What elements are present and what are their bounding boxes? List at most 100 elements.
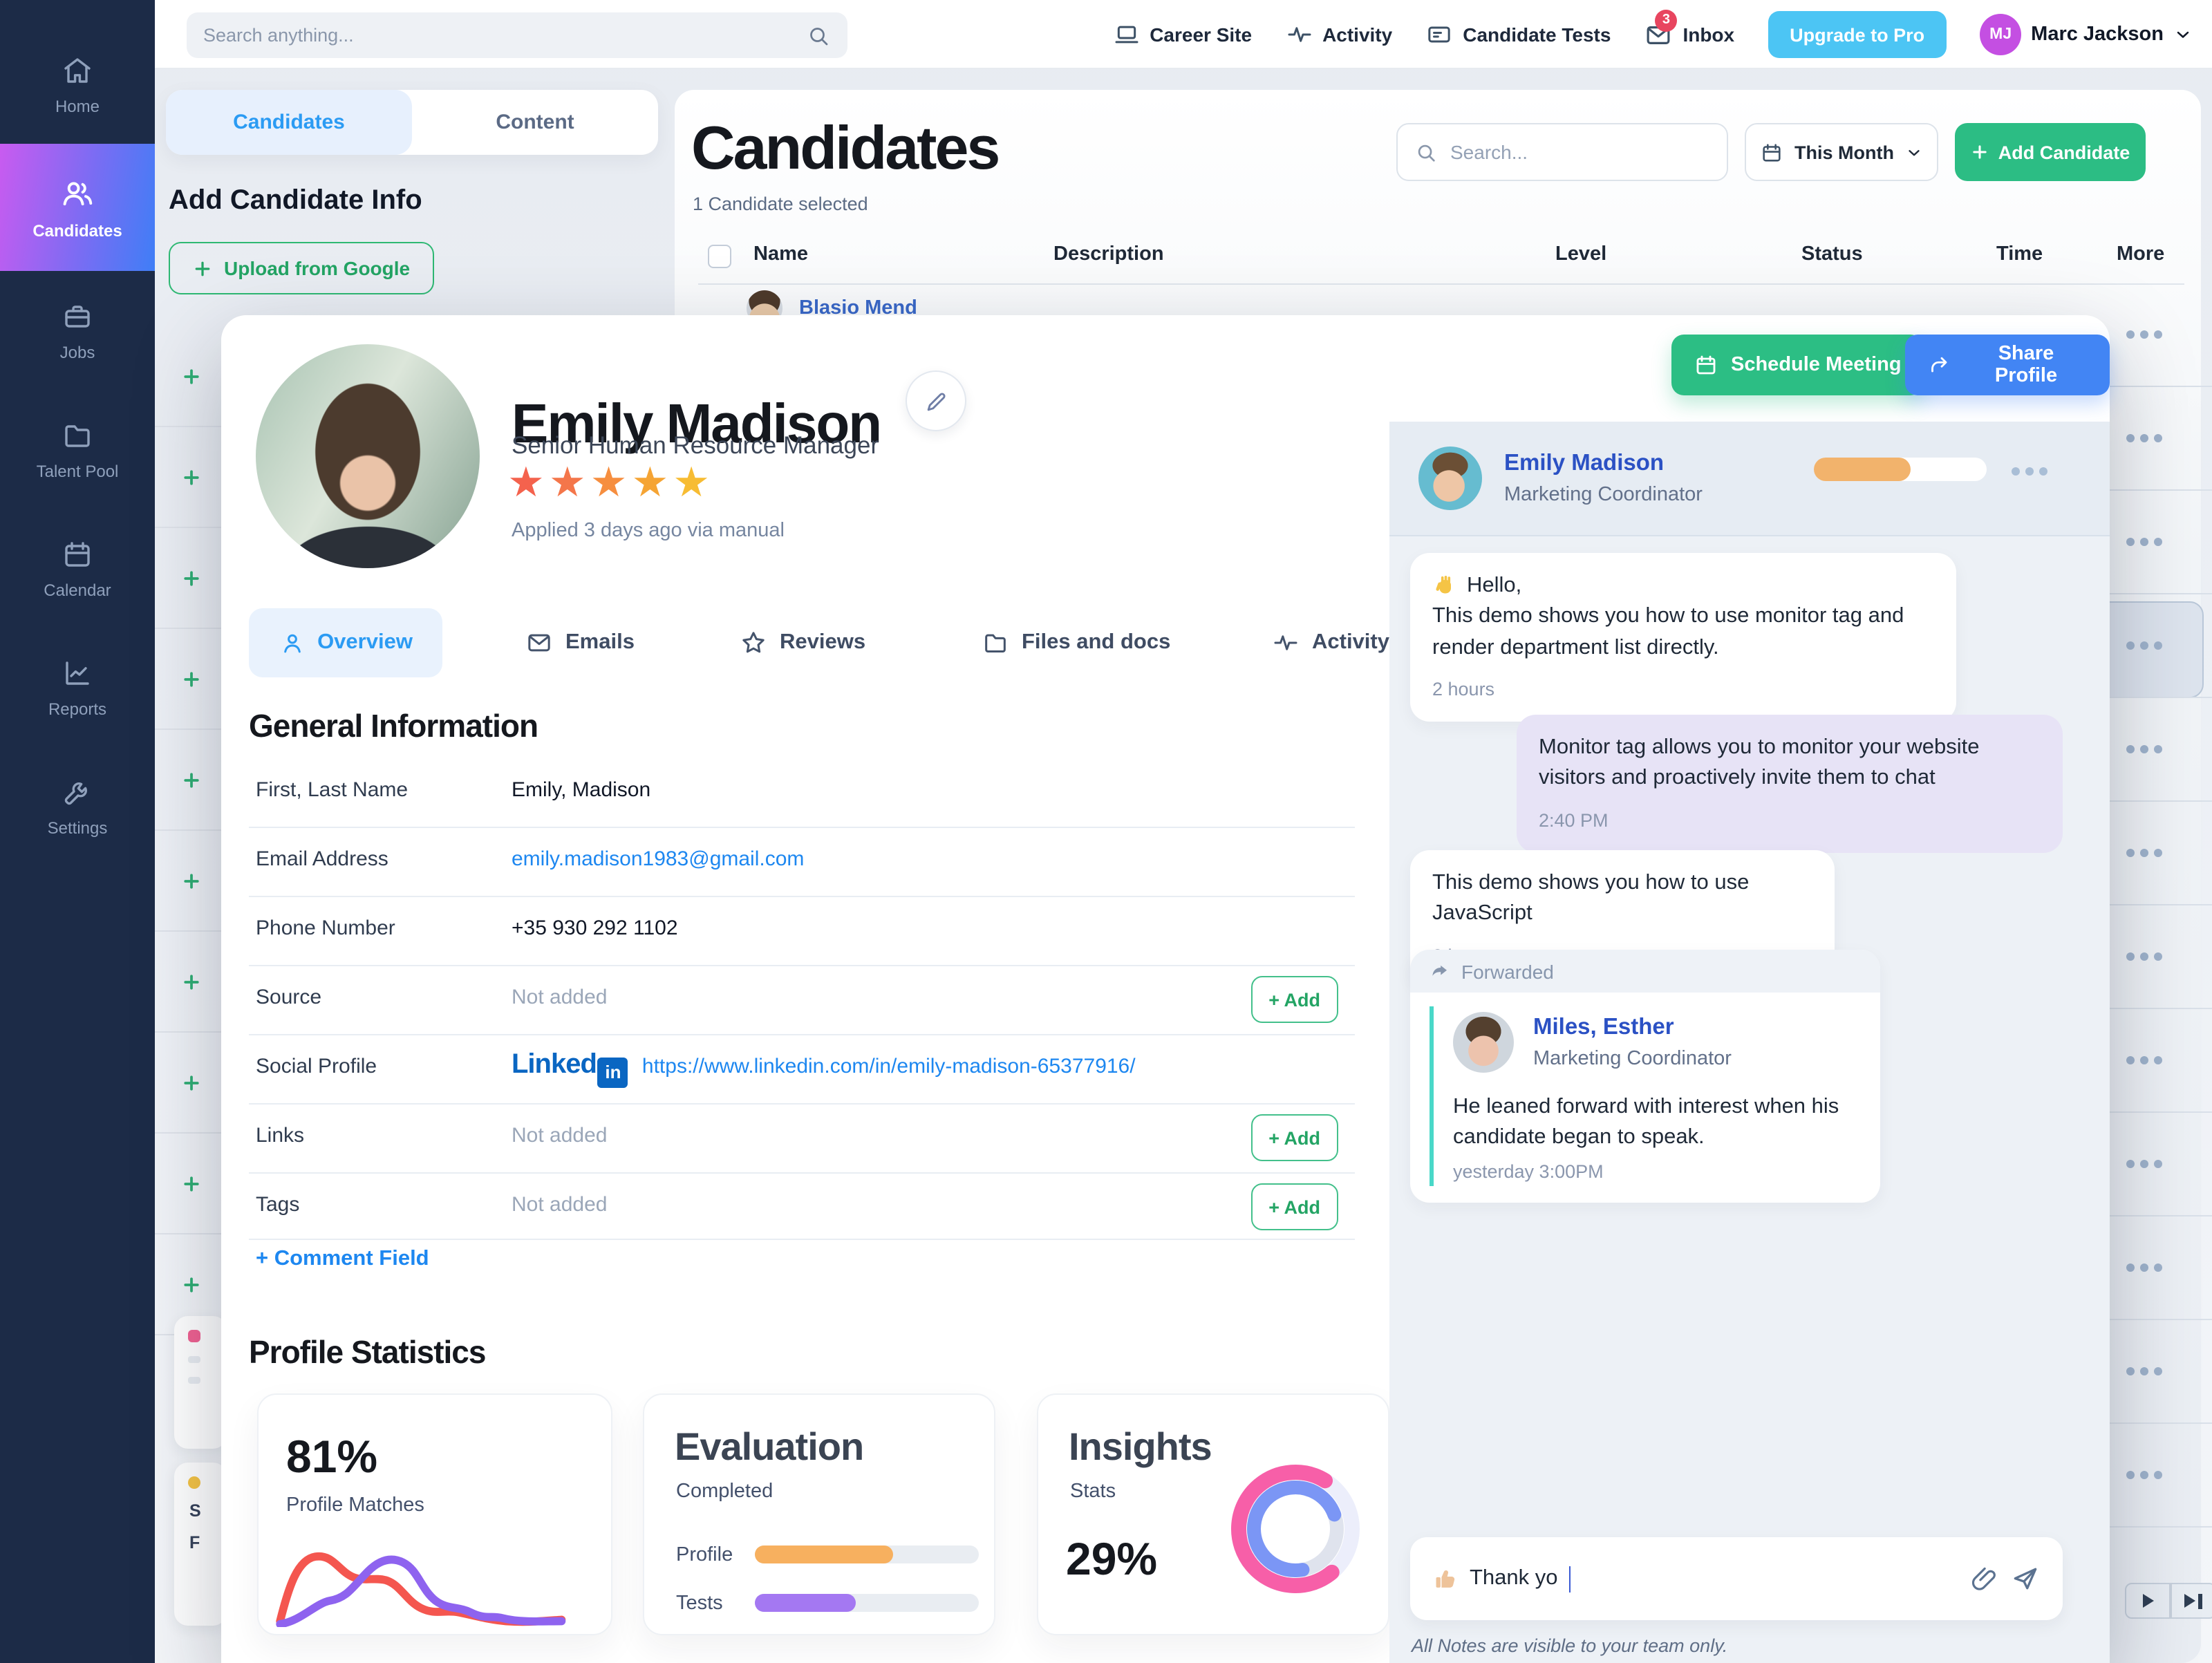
chevron-down-icon [2173,25,2193,44]
row-more-button[interactable] [2110,1113,2212,1216]
chat-note-input[interactable]: Thank yo [1410,1537,2063,1620]
add-links-button[interactable]: + Add [1250,1114,1338,1161]
message-text: This demo shows you how to use monitor t… [1432,604,1904,659]
insights-title: Insights [1069,1425,1212,1468]
chat-contact-name[interactable]: Emily Madison [1504,451,1665,476]
sidebar-item-label: Calendar [44,580,111,599]
add-row-button[interactable] [155,629,227,730]
row-more-button[interactable] [2110,283,2212,387]
sidebar-item-reports[interactable]: Reports [0,628,155,746]
add-row-button[interactable] [155,528,227,629]
candidates-search-input[interactable]: Search... [1396,123,1728,181]
calendar-icon [61,537,94,570]
add-row-button[interactable] [155,326,227,427]
add-source-button[interactable]: + Add [1250,976,1338,1023]
sidebar-item-home[interactable]: Home [0,25,155,144]
message-text: This demo shows you how to use JavaScrip… [1432,871,1750,926]
forwarded-sender-name[interactable]: Miles, Esther [1533,1015,1674,1040]
nav-career-site[interactable]: Career Site [1112,21,1252,48]
upgrade-to-pro-button[interactable]: Upgrade to Pro [1768,11,1947,58]
star-icon: ★ [507,460,549,506]
profile-matches-card: 81% Profile Matches [257,1393,612,1635]
topbar: Search anything... Career Site Activity … [155,0,2212,69]
tab-emails[interactable]: Emails [525,608,635,677]
field-first-last-name: First, Last Name Emily, Madison [249,758,1355,827]
nav-candidate-tests[interactable]: Candidate Tests [1425,21,1611,48]
column-header-level[interactable]: Level [1555,243,1607,265]
row-more-button[interactable] [2110,594,2212,698]
sidebar-item-calendar[interactable]: Calendar [0,509,155,628]
plus-icon [184,1075,199,1090]
folder-icon [61,418,94,451]
sidebar-item-talent-pool[interactable]: Talent Pool [0,390,155,509]
add-row-button[interactable] [155,1033,227,1134]
user-menu[interactable]: MJ Marc Jackson [1980,14,2193,55]
tab-activity[interactable]: Activity [1272,608,1389,677]
row-more-button[interactable] [2110,1216,2212,1320]
share-profile-button[interactable]: Share Profile [1905,335,2110,395]
ellipsis-icon [2126,434,2162,442]
linkedin-url-link[interactable]: https://www.linkedin.com/in/emily-madiso… [641,1055,1136,1078]
divider [249,896,1355,897]
sidebar-item-candidates[interactable]: Candidates [0,144,155,271]
column-header-time[interactable]: Time [1996,243,2043,265]
upload-from-google-button[interactable]: Upload from Google [169,242,434,294]
chat-more-icon[interactable] [2012,467,2047,476]
tab-content[interactable]: Content [496,111,574,134]
field-label: Links [256,1124,305,1147]
tab-overview[interactable]: Overview [249,608,442,677]
add-row-button[interactable] [155,427,227,528]
column-header-more[interactable]: More [2117,243,2165,265]
column-header-description[interactable]: Description [1053,243,1164,265]
add-comment-field-link[interactable]: + Comment Field [256,1247,429,1270]
divider [249,1103,1355,1105]
select-all-checkbox[interactable] [708,245,731,268]
pulse-icon [1285,21,1313,48]
add-row-button[interactable] [155,730,227,831]
ellipsis-icon [2126,330,2162,339]
nav-label: Career Site [1150,24,1253,46]
row-more-button[interactable] [2110,802,2212,905]
last-bar [2198,1593,2202,1608]
row-more-button[interactable] [2110,1320,2212,1424]
tab-reviews[interactable]: Reviews [740,608,865,677]
month-filter-dropdown[interactable]: This Month [1745,123,1938,181]
next-page-button[interactable] [2125,1583,2171,1619]
email-link[interactable]: emily.madison1983@gmail.com [512,847,805,871]
chat-message-incoming: Hello, This demo shows you how to use mo… [1410,553,1956,722]
nav-activity[interactable]: Activity [1285,21,1392,48]
match-label: Profile Matches [286,1494,424,1516]
tab-files-and-docs[interactable]: Files and docs [982,608,1170,677]
global-search-input[interactable]: Search anything... [187,12,847,58]
inbox-badge: 3 [1655,9,1678,31]
add-tags-button[interactable]: + Add [1250,1183,1338,1230]
schedule-meeting-button[interactable]: Schedule Meeting [1671,335,1924,395]
column-header-status[interactable]: Status [1801,243,1863,265]
add-row-button[interactable] [155,932,227,1033]
add-row-button[interactable] [155,1134,227,1234]
column-header-name[interactable]: Name [753,243,808,265]
field-links: Links Not added + Add [249,1103,1355,1172]
tab-candidates[interactable]: Candidates [166,90,412,155]
row-more-button[interactable] [2110,905,2212,1009]
sidebar-item-jobs[interactable]: Jobs [0,271,155,390]
nav-inbox[interactable]: 3 Inbox [1644,9,1734,49]
attachment-icon[interactable] [1970,1564,1999,1593]
last-page-button[interactable] [2171,1583,2212,1619]
bar-label: Tests [676,1592,723,1615]
rating-stars[interactable]: ★ ★ ★ ★ ★ [507,459,714,507]
field-label: Social Profile [256,1055,377,1078]
row-more-button[interactable] [2110,698,2212,802]
row-more-button[interactable] [2110,491,2212,594]
row-more-button[interactable] [2110,387,2212,491]
add-row-button[interactable] [155,831,227,932]
sidebar-item-settings[interactable]: Settings [0,746,155,865]
row-more-button[interactable] [2110,1009,2212,1113]
briefcase-icon [61,299,94,332]
user-name: Marc Jackson [2031,24,2164,46]
row-more-button[interactable] [2110,1424,2212,1528]
add-candidate-button[interactable]: Add Candidate [1955,123,2146,181]
edit-name-button[interactable] [906,370,966,431]
tab-label: Emails [565,630,635,654]
send-icon[interactable] [2010,1563,2041,1594]
